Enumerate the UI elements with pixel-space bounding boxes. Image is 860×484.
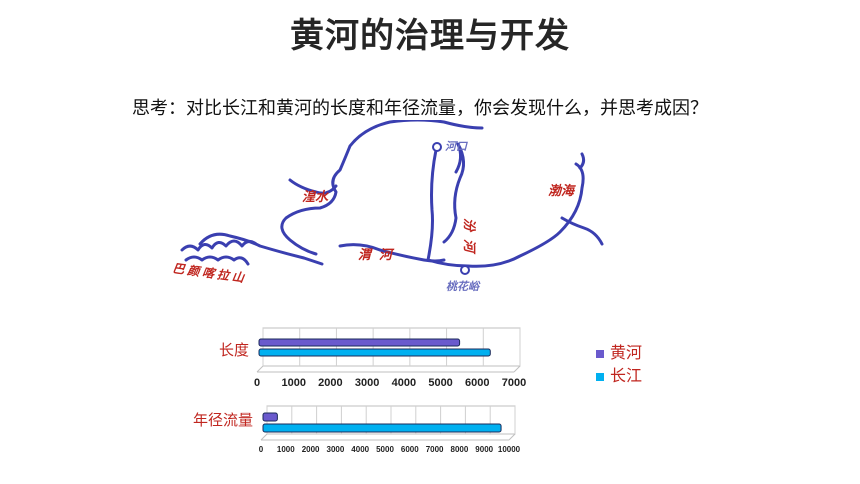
chart-frame-edge	[260, 433, 268, 441]
river-map: 河口 湟水 渭河 渤海 桃花峪 巴颜喀拉山 汾河	[172, 120, 604, 293]
chart-tick-label: 7000	[502, 377, 526, 389]
chart-tick-label: 5000	[376, 445, 394, 454]
chart-tick-label: 2000	[302, 445, 320, 454]
legend-item-yellow: 黄河	[596, 339, 642, 363]
chart-bar	[258, 348, 491, 357]
chart-category-label: 长度	[219, 341, 249, 359]
chart-tick-label: 6000	[465, 377, 489, 389]
label-taohuayu: 桃花峪	[446, 280, 481, 293]
chart-tick-label: 1000	[281, 377, 305, 389]
main-stem-upper	[198, 232, 324, 266]
chart-tick-label: 4000	[351, 445, 369, 454]
chart-tick-label: 3000	[355, 377, 379, 389]
label-fenhe: 汾河	[461, 218, 477, 260]
chart-tick-label: 2000	[318, 377, 342, 389]
chart-tick-label: 0	[259, 445, 264, 454]
chart-tick-label: 5000	[428, 377, 452, 389]
label-bayankala: 巴颜喀拉山	[172, 261, 248, 285]
chart-tick-label: 0	[254, 377, 260, 389]
chart-tick-label: 9000	[475, 445, 493, 454]
chart-frame-edge	[256, 365, 264, 373]
chart-plot-area	[262, 327, 521, 367]
chart-tick-label: 8000	[451, 445, 469, 454]
chart-tick-label: 6000	[401, 445, 419, 454]
legend-label: 黄河	[610, 343, 643, 362]
legend-swatch	[596, 349, 604, 358]
label-huangshui: 湟水	[302, 189, 329, 205]
chart-bar	[262, 423, 502, 433]
legend-item-yangtze: 长江	[596, 362, 642, 386]
legend-label: 长江	[610, 366, 643, 385]
page-title: 黄河的治理与开发	[290, 16, 570, 56]
label-bohai: 渤海	[548, 183, 576, 199]
comparison-charts: 0 1000 2000 3000 4000 5000 6000 7000 长度 0 1000 2000…	[193, 327, 526, 454]
question-text: 思考：对比长江和黄河的长度和年径流量，你会发现什么，并思考成因？	[132, 98, 708, 119]
chart-tick-label: 4000	[392, 377, 416, 389]
chart-bar	[262, 412, 278, 422]
legend-swatch	[596, 372, 604, 381]
chart-tick-label: 10000	[498, 445, 521, 454]
taohuayu-marker	[460, 265, 470, 275]
label-weihe: 渭河	[358, 247, 400, 263]
chart-tick-label: 7000	[426, 445, 444, 454]
yellow-river-course	[180, 120, 604, 268]
chart-frame-edge	[508, 433, 516, 441]
chart-tick-label: 1000	[277, 445, 295, 454]
label-hekou: 河口	[445, 140, 468, 153]
chart-frame-edge	[513, 365, 521, 373]
chart-category-label: 年径流量	[193, 411, 253, 429]
hekou-marker	[432, 142, 442, 152]
chart-bar	[258, 338, 461, 347]
chart-tick-label: 3000	[327, 445, 345, 454]
